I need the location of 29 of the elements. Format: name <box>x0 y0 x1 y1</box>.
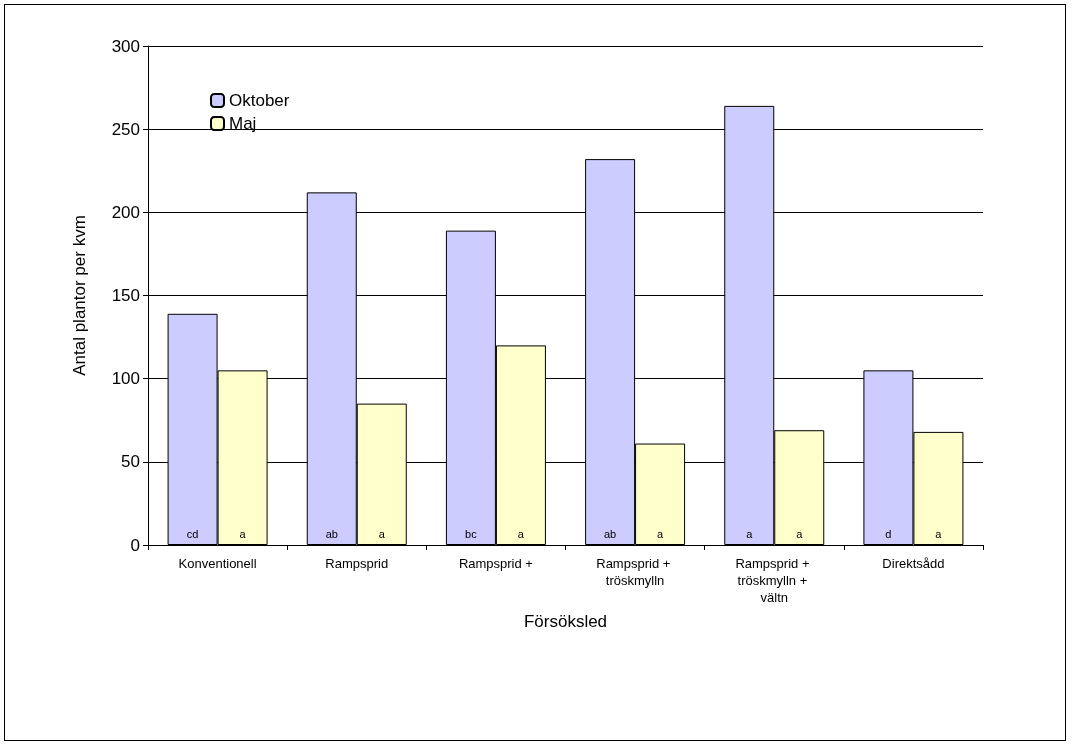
data-label: ab <box>603 527 617 540</box>
y-tick-label: 0 <box>130 535 140 555</box>
x-tick-label: Rampsprid + tröskmylln <box>596 556 674 588</box>
x-tick-label: Konventionell <box>178 556 257 571</box>
y-tick-label: 100 <box>111 369 140 389</box>
data-label: a <box>657 527 665 540</box>
data-label: a <box>935 527 943 540</box>
y-tick-label: 250 <box>111 119 140 139</box>
data-label: ab <box>325 527 338 540</box>
x-axis-title: Försöksled <box>523 612 608 631</box>
x-tick-label: Rampsprid + tröskmylln + vältn <box>735 556 814 605</box>
data-label: cd <box>186 527 199 540</box>
data-label: a <box>796 527 804 540</box>
data-label: a <box>746 527 754 540</box>
legend-label: Maj <box>229 114 257 133</box>
y-axis-title: Antal plantor per kvm <box>70 215 89 376</box>
x-tick-label: Rampsprid + <box>458 556 533 571</box>
data-label: a <box>517 527 525 540</box>
y-tick-label: 150 <box>111 286 140 305</box>
data-label: a <box>239 527 247 540</box>
y-tick-label: 200 <box>111 202 140 222</box>
data-label: bc <box>465 527 478 540</box>
y-tick-label: 300 <box>111 36 140 56</box>
data-label: d <box>885 527 892 540</box>
y-tick-label: 50 <box>121 452 140 472</box>
x-tick-label: Rampsprid <box>325 556 389 571</box>
data-label: a <box>378 527 386 540</box>
legend-label: Oktober <box>229 91 290 110</box>
x-tick-label: Direktsådd <box>882 556 945 571</box>
